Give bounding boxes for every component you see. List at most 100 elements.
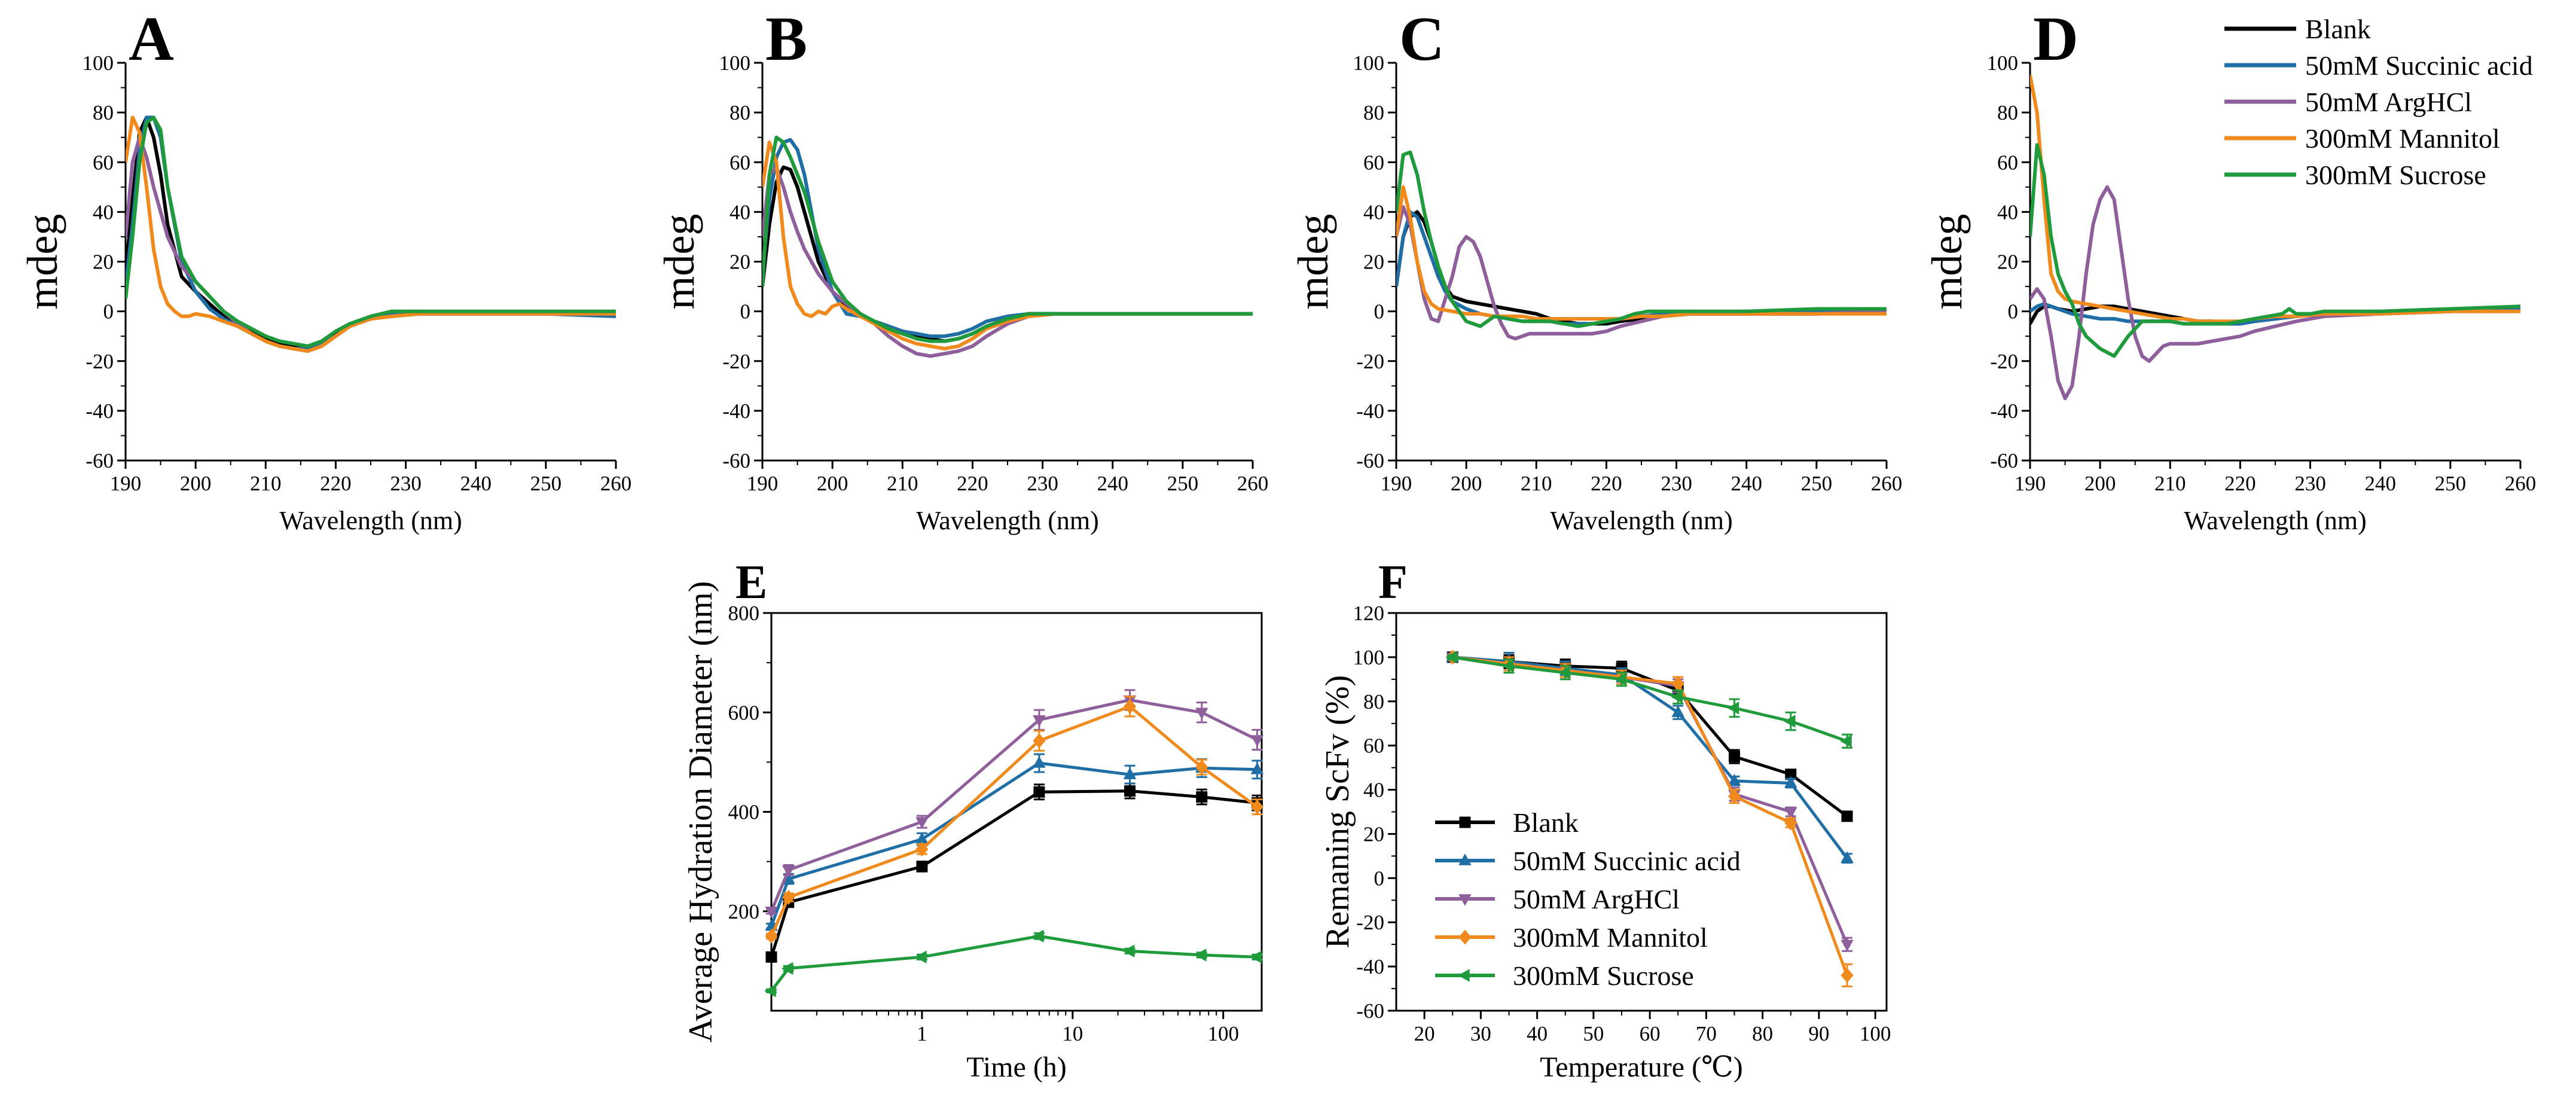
x-tick-label: 200	[817, 472, 849, 495]
data-point	[1840, 734, 1852, 748]
data-point	[1124, 699, 1137, 714]
series-line-50mm-succinic-acid	[1396, 210, 1887, 326]
data-point	[765, 951, 777, 963]
series-line-50mm-arghcl	[2030, 185, 2520, 401]
data-point	[1784, 776, 1797, 788]
x-tick-label: 200	[180, 472, 212, 495]
legend-label: 300mM Mannitol	[1513, 922, 1708, 953]
data-point	[1033, 756, 1046, 768]
x-axis-label: Wavelength (nm)	[916, 506, 1099, 535]
y-axis-label: mdeg	[1923, 214, 1971, 310]
y-axis-label: Remaning ScFv (%)	[1319, 675, 1356, 948]
legend-label: 50mM ArgHCl	[1513, 884, 1680, 914]
series-line-300mm-sucrose	[126, 115, 616, 348]
y-tick-label: 0	[1374, 867, 1385, 890]
y-tick-label: 60	[1363, 151, 1384, 174]
y-tick-label: 80	[1363, 101, 1384, 124]
data-point	[1124, 785, 1136, 797]
y-tick-label: 0	[103, 300, 114, 324]
y-tick-label: -20	[86, 350, 114, 373]
x-tick-label: 30	[1470, 1022, 1491, 1045]
x-tick-label: 20	[1414, 1022, 1435, 1045]
data-point	[915, 950, 927, 963]
data-point	[1194, 948, 1207, 962]
y-tick-label: 20	[730, 251, 750, 274]
y-tick-label: 100	[83, 51, 114, 75]
panel-label: A	[129, 4, 174, 74]
y-axis-label: mdeg	[1289, 214, 1337, 310]
series-line-300mm-sucrose	[1452, 655, 1848, 743]
x-tick-label: 60	[1640, 1022, 1661, 1045]
x-tick-label: 220	[957, 472, 988, 495]
x-tick-label: 240	[1097, 472, 1128, 495]
y-tick-label: 0	[740, 300, 751, 324]
x-tick-label: 90	[1808, 1022, 1829, 1045]
data-point	[1729, 751, 1741, 763]
data-point	[782, 865, 795, 877]
x-tick-label: 260	[2505, 472, 2537, 495]
x-axis-label: Wavelength (nm)	[2184, 506, 2367, 535]
plot-frame	[770, 612, 1263, 1012]
x-tick-label: 220	[320, 472, 352, 495]
y-tick-label: 60	[1363, 734, 1384, 758]
legend-marker	[1458, 853, 1472, 865]
y-tick-label: 80	[93, 101, 114, 124]
data-point	[1841, 968, 1854, 983]
data-point	[1785, 768, 1797, 780]
legend-label: 50mM Succinic acid	[1513, 846, 1741, 876]
panel-label: D	[2033, 4, 2078, 74]
chart-panel-e: 200 400 600 800 1 10 100 Time (h) Average Hydrat…	[682, 556, 1264, 1083]
y-tick-label: 60	[730, 151, 750, 174]
x-tick-label: 80	[1752, 1022, 1773, 1045]
legend-label: Blank	[2305, 14, 2371, 44]
y-tick-label: 40	[93, 200, 114, 224]
y-tick-label: 400	[728, 801, 760, 824]
y-tick-label: 200	[728, 900, 760, 923]
legend-label: 300mM Sucrose	[1513, 960, 1694, 991]
panel-label: F	[1378, 556, 1408, 609]
data-point	[1032, 929, 1044, 943]
data-point	[1727, 773, 1741, 786]
y-tick-label: 100	[1353, 51, 1385, 75]
x-tick-label: 190	[2015, 472, 2046, 495]
x-tick-label: 220	[2224, 472, 2256, 495]
y-tick-label: 100	[1353, 646, 1385, 669]
series-line-300mm-mannitol	[1452, 655, 1849, 976]
y-tick-label: -20	[722, 350, 750, 373]
x-tick-label: 260	[600, 472, 632, 495]
y-tick-label: 20	[1997, 251, 2018, 274]
data-point	[1671, 690, 1683, 704]
series-line-50mm-arghcl	[762, 165, 1253, 358]
y-tick-label: 20	[1363, 251, 1384, 274]
data-point	[1250, 763, 1264, 774]
series-line-50mm-arghcl	[771, 699, 1258, 912]
panel-label: C	[1399, 4, 1445, 74]
x-tick-label: 210	[250, 472, 282, 495]
data-point	[1122, 944, 1135, 957]
data-point	[1195, 707, 1208, 720]
y-tick-label: -40	[1356, 399, 1384, 423]
x-tick-label: 230	[1661, 472, 1692, 495]
chart-panel-c: -60 -40 -20 0 20 40 60 80 100 190 200 210 220 230 240 2…	[1289, 4, 1902, 535]
data-point	[1195, 760, 1208, 775]
legend-label: Blank	[1513, 807, 1579, 838]
chart-panel-d: -60 -40 -20 0 20 40 60 80 100 190 200 210 220 230 240 2…	[1923, 4, 2536, 535]
x-tick-label: 240	[2364, 472, 2396, 495]
y-tick-label: -40	[722, 399, 750, 423]
y-axis-label: mdeg	[655, 214, 703, 310]
data-point	[1501, 659, 1514, 673]
data-point	[1614, 673, 1626, 686]
x-tick-label: 250	[530, 472, 562, 495]
y-tick-label: 40	[1997, 200, 2018, 224]
x-tick-label: 250	[1801, 472, 1833, 495]
data-point	[1250, 799, 1264, 815]
chart-panel-f: -60 -40 -20 0 20 40 60 80 100 120 20 30 40 50 60 70 80 90…	[1319, 556, 1891, 1083]
x-axis-label: Temperature (℃)	[1540, 1051, 1743, 1083]
y-tick-label: 120	[1353, 602, 1385, 625]
panel-label: E	[735, 556, 767, 609]
series-line-50mm-succinic-acid	[1452, 655, 1849, 859]
y-tick-label: -40	[1356, 955, 1384, 978]
y-axis-label: mdeg	[19, 214, 66, 310]
data-point	[1033, 786, 1045, 798]
